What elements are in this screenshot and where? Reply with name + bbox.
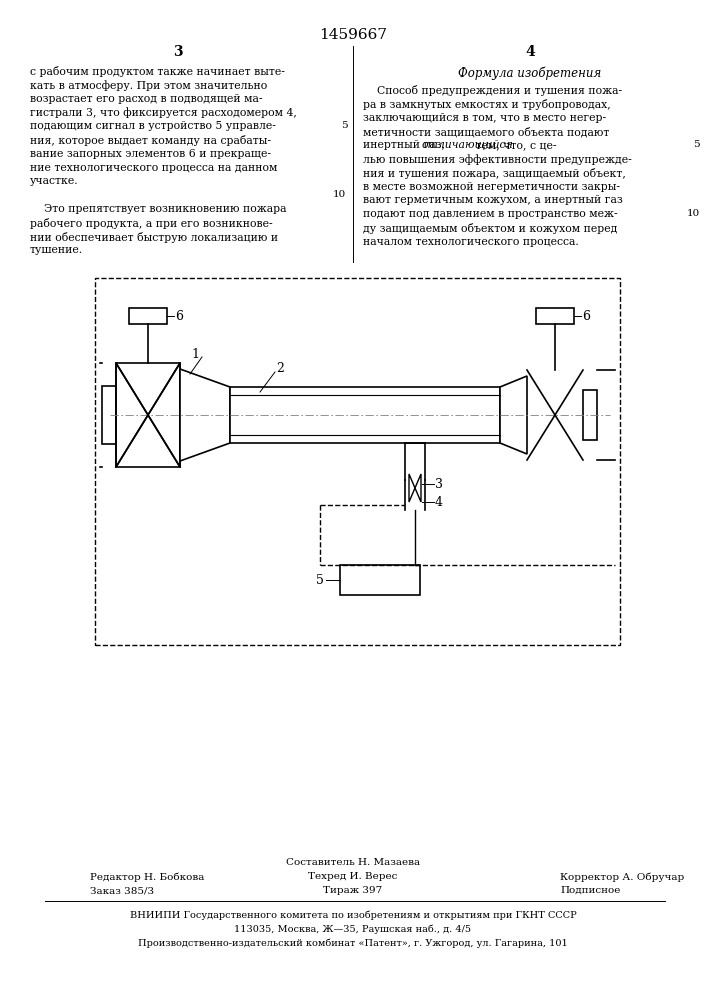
Text: 3: 3 (435, 478, 443, 490)
Text: Составитель Н. Мазаева: Составитель Н. Мазаева (286, 858, 420, 867)
Polygon shape (148, 363, 180, 467)
Bar (340, 565, 420, 595)
Text: ду защищаемым объектом и кожухом перед: ду защищаемым объектом и кожухом перед (363, 223, 617, 234)
Text: 5: 5 (694, 140, 700, 149)
Text: 1459667: 1459667 (319, 28, 387, 42)
Bar (102, 386, 116, 444)
Text: инертный газ,: инертный газ, (363, 140, 448, 150)
Text: 3: 3 (173, 45, 183, 59)
Text: вание запорных элементов 6 и прекраще-: вание запорных элементов 6 и прекраще- (30, 149, 271, 159)
Text: началом технологического процесса.: началом технологического процесса. (363, 237, 579, 247)
Text: ния, которое выдает команду на срабаты-: ния, которое выдает команду на срабаты- (30, 135, 271, 146)
Bar (116, 363, 180, 467)
Text: метичности защищаемого объекта подают: метичности защищаемого объекта подают (363, 126, 609, 137)
Polygon shape (415, 474, 421, 502)
Text: Формула изобретения: Формула изобретения (458, 66, 602, 80)
Text: 4: 4 (525, 45, 535, 59)
Text: 2: 2 (276, 362, 284, 375)
Polygon shape (500, 376, 527, 454)
Text: ра в замкнутых емкостях и трубопроводах,: ра в замкнутых емкостях и трубопроводах, (363, 99, 611, 110)
Text: Тираж 397: Тираж 397 (323, 886, 382, 895)
Text: 10: 10 (333, 190, 346, 199)
Polygon shape (116, 363, 148, 467)
Text: кать в атмосферу. При этом значительно: кать в атмосферу. При этом значительно (30, 80, 267, 91)
Text: ния и тушения пожара, защищаемый объект,: ния и тушения пожара, защищаемый объект, (363, 168, 626, 179)
Bar (230, 387, 500, 443)
Text: нии обеспечивает быструю локализацию и: нии обеспечивает быструю локализацию и (30, 232, 278, 243)
Text: Способ предупреждения и тушения пожа-: Способ предупреждения и тушения пожа- (363, 85, 622, 96)
Text: Производственно-издательский комбинат «Патент», г. Ужгород, ул. Гагарина, 101: Производственно-издательский комбинат «П… (138, 939, 568, 948)
Bar (129, 308, 167, 324)
Text: Заказ 385/3: Заказ 385/3 (90, 886, 154, 895)
Text: Техред И. Верес: Техред И. Верес (308, 872, 397, 881)
Text: вают герметичным кожухом, а инертный газ: вают герметичным кожухом, а инертный газ (363, 195, 623, 205)
Text: 1: 1 (191, 348, 199, 360)
Text: рабочего продукта, а при его возникнове-: рабочего продукта, а при его возникнове- (30, 218, 273, 229)
Text: Корректор А. Обручар: Корректор А. Обручар (560, 872, 684, 882)
Bar (536, 308, 574, 324)
Text: отличающийся: отличающийся (421, 140, 513, 150)
Text: заключающийся в том, что в место негер-: заключающийся в том, что в место негер- (363, 113, 606, 123)
Text: подающим сигнал в устройство 5 управле-: подающим сигнал в устройство 5 управле- (30, 121, 276, 131)
Text: 10: 10 (686, 209, 700, 218)
Text: Подписное: Подписное (560, 886, 620, 895)
Text: в месте возможной негерметичности закры-: в месте возможной негерметичности закры- (363, 182, 620, 192)
Text: 6: 6 (175, 310, 183, 322)
Text: возрастает его расход в подводящей ма-: возрастает его расход в подводящей ма- (30, 94, 262, 104)
Text: 5: 5 (341, 121, 348, 130)
Text: участке.: участке. (30, 176, 78, 186)
Text: с рабочим продуктом также начинает выте-: с рабочим продуктом также начинает выте- (30, 66, 285, 77)
Text: тушение.: тушение. (30, 245, 83, 255)
Text: Редактор Н. Бобкова: Редактор Н. Бобкова (90, 872, 204, 882)
Text: тем, что, с це-: тем, что, с це- (472, 140, 556, 150)
Bar (583, 390, 597, 440)
Text: Это препятствует возникновению пожара: Это препятствует возникновению пожара (30, 204, 286, 214)
Polygon shape (180, 369, 230, 461)
Text: ние технологического процесса на данном: ние технологического процесса на данном (30, 163, 277, 173)
Text: 4: 4 (435, 495, 443, 508)
Text: лью повышения эффективности предупрежде-: лью повышения эффективности предупрежде- (363, 154, 632, 165)
Polygon shape (409, 474, 415, 502)
Text: гистрали 3, что фиксируется расходомером 4,: гистрали 3, что фиксируется расходомером… (30, 107, 297, 118)
Text: подают под давлением в пространство меж-: подают под давлением в пространство меж- (363, 209, 618, 219)
Bar (95, 278, 620, 645)
Text: 113035, Москва, Ж—35, Раушская наб., д. 4/5: 113035, Москва, Ж—35, Раушская наб., д. … (235, 925, 472, 934)
Text: 6: 6 (582, 310, 590, 322)
Text: 5: 5 (316, 574, 324, 586)
Text: ВНИИПИ Государственного комитета по изобретениям и открытиям при ГКНТ СССР: ВНИИПИ Государственного комитета по изоб… (129, 911, 576, 920)
